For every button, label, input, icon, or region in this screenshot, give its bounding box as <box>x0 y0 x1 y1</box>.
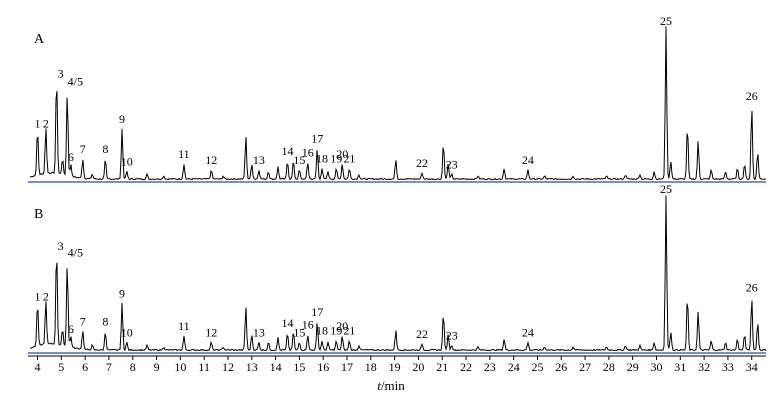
peak-label: 3 <box>58 239 64 253</box>
peak-label: 16 <box>302 318 314 332</box>
peak-label: 18 <box>316 324 328 338</box>
peak-label: 8 <box>102 142 108 156</box>
x-tick-label: 25 <box>532 360 544 374</box>
x-tick-label: 23 <box>484 360 496 374</box>
x-axis-title-italic: t <box>377 378 381 393</box>
x-axis-title: t/min <box>377 378 405 393</box>
peak-label: 15 <box>293 325 305 339</box>
x-tick-label: 24 <box>508 360 520 374</box>
peak-label: 12 <box>205 153 217 167</box>
peak-label: 8 <box>102 314 108 328</box>
peak-label: 18 <box>316 151 328 165</box>
x-tick-label: 15 <box>293 360 305 374</box>
peak-label: 10 <box>121 325 133 339</box>
x-tick-label: 12 <box>222 360 234 374</box>
x-axis-ticks: 4 5 6 7 8 9 10 11 12 13 14 15 16 17 18 19 20 21 22 23 24 25 26… <box>35 356 758 374</box>
peak-label: 26 <box>746 280 758 294</box>
x-tick-label: 17 <box>341 360 353 374</box>
peak-label: 3 <box>58 67 64 81</box>
x-tick-label: 32 <box>698 360 710 374</box>
peak-label: 24 <box>522 153 534 167</box>
peak-label: 7 <box>80 142 86 156</box>
x-tick-label: 9 <box>154 360 160 374</box>
peak-label: 17 <box>311 132 323 146</box>
x-tick-label: 16 <box>317 360 329 374</box>
peak-label: 1 <box>35 290 41 304</box>
x-tick-label: 14 <box>270 360 282 374</box>
peak-label: 12 <box>205 325 217 339</box>
peak-label: 24 <box>522 325 534 339</box>
peak-label: 11 <box>178 147 190 161</box>
peak-label: 1 <box>35 116 41 130</box>
peak-label: 6 <box>68 322 74 336</box>
x-tick-label: 34 <box>746 360 758 374</box>
peak-label: 6 <box>68 150 74 164</box>
peak-label: 22 <box>416 156 428 170</box>
peak-label: 21 <box>343 151 355 165</box>
peak-label: 13 <box>253 153 265 167</box>
peak-label: 16 <box>302 145 314 159</box>
peak-label: 4/5 <box>68 74 83 88</box>
x-tick-label: 20 <box>412 360 424 374</box>
peak-label: 25 <box>660 182 672 196</box>
peak-label: 7 <box>80 314 86 328</box>
panel-a-label: A <box>34 32 45 47</box>
peak-label: 25 <box>660 14 672 28</box>
peak-label: 4/5 <box>68 245 83 259</box>
x-tick-label: 19 <box>389 360 401 374</box>
x-tick-label: 33 <box>722 360 734 374</box>
x-tick-label: 6 <box>82 360 88 374</box>
panel-b-trace <box>30 195 767 352</box>
peak-label: 2 <box>43 290 49 304</box>
peak-label: 13 <box>253 325 265 339</box>
x-tick-label: 22 <box>460 360 472 374</box>
peak-label: 15 <box>293 153 305 167</box>
peak-label: 23 <box>446 157 458 171</box>
peak-label: 9 <box>119 287 125 301</box>
x-tick-label: 4 <box>35 360 41 374</box>
peak-label: 21 <box>343 324 355 338</box>
x-tick-label: 29 <box>627 360 639 374</box>
peak-label: 2 <box>43 116 49 130</box>
peak-label: 23 <box>446 328 458 342</box>
peak-label: 11 <box>178 319 190 333</box>
peak-label: 14 <box>282 144 294 158</box>
peak-label: 17 <box>311 305 323 319</box>
peak-label: 20 <box>336 147 348 161</box>
peak-label: 10 <box>121 154 133 168</box>
panel-b-label: B <box>34 207 43 222</box>
panel-a-trace <box>29 26 767 181</box>
x-tick-label: 7 <box>106 360 112 374</box>
x-tick-label: 5 <box>58 360 64 374</box>
peak-label: 19 <box>330 324 342 338</box>
x-tick-label: 21 <box>436 360 448 374</box>
x-tick-label: 8 <box>130 360 136 374</box>
peak-label: 9 <box>119 112 125 126</box>
peak-label: 19 <box>330 151 342 165</box>
x-tick-label: 10 <box>174 360 186 374</box>
peak-label: 26 <box>746 89 758 103</box>
x-tick-label: 30 <box>651 360 663 374</box>
x-tick-label: 18 <box>365 360 377 374</box>
peak-label: 20 <box>336 319 348 333</box>
x-tick-label: 31 <box>674 360 686 374</box>
x-axis: 4 5 6 7 8 9 10 11 12 13 14 15 16 17 18 19 20 21 22 23 24 25 26… <box>28 355 766 393</box>
x-axis-title-rest: /min <box>381 378 405 393</box>
peak-label: 14 <box>282 316 294 330</box>
peak-label: 22 <box>416 327 428 341</box>
x-tick-label: 27 <box>579 360 591 374</box>
x-tick-label: 28 <box>603 360 615 374</box>
x-tick-label: 11 <box>198 360 210 374</box>
x-tick-label: 13 <box>246 360 258 374</box>
x-tick-label: 26 <box>555 360 567 374</box>
